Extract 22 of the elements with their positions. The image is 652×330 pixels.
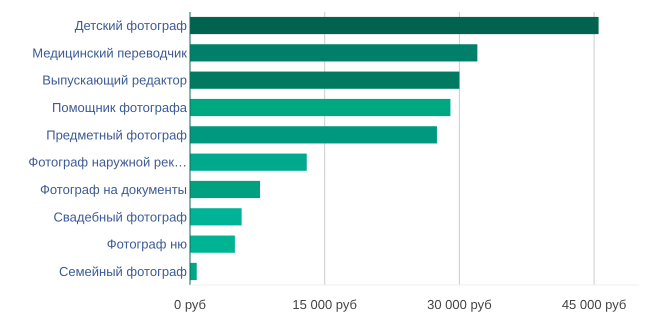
bar (190, 98, 450, 116)
bar (190, 236, 235, 253)
y-tick-label: Медицинский переводчик (32, 45, 188, 60)
bar (190, 126, 437, 144)
y-tick-label: Помощник фотографа (52, 100, 188, 116)
x-tick-label: 45 000 руб (562, 297, 626, 312)
bar (190, 208, 242, 226)
y-tick-label: Фотограф на документы (40, 182, 187, 198)
bar (190, 72, 460, 89)
y-tick-label: Фотограф ню (106, 236, 188, 252)
y-tick-label: Семейный фотограф (58, 264, 188, 280)
y-tick-label: Выпускающий редактор (42, 72, 187, 88)
bar (190, 154, 307, 171)
y-tick-label: Детский фотограф (74, 18, 188, 34)
bar (190, 180, 260, 198)
y-tick-label: Свадебный фотограф (54, 209, 188, 224)
y-tick-label: Предметный фотограф (46, 127, 188, 142)
x-tick-label: 30 000 руб (427, 297, 492, 312)
y-tick-label: Фотограф наружной рек… (28, 154, 187, 170)
x-tick-label: 15 000 руб (292, 297, 357, 312)
x-tick-label: 0 руб (174, 297, 206, 312)
bar (190, 44, 478, 62)
